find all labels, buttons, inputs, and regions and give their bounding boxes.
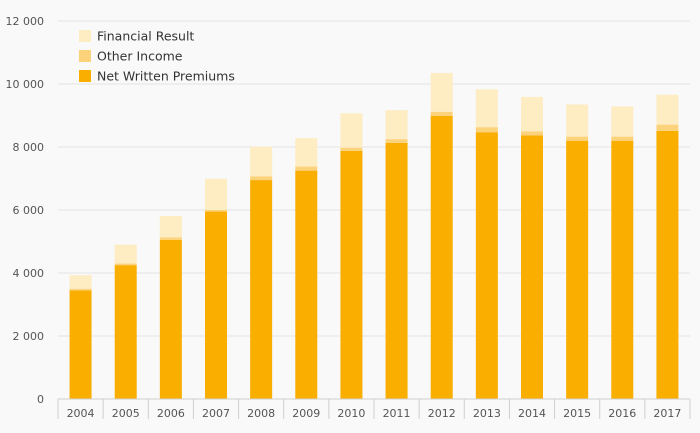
legend: Financial Result Other Income Net Written … [79,29,235,84]
bar-segment-financial-result [611,106,634,137]
bar-segment-financial-result [295,138,318,167]
bar-segment-net-written-premiums [611,140,634,399]
bar-segment-other-income [340,147,363,151]
bar-segment-financial-result [385,110,408,140]
bar-segment-net-written-premiums [159,239,182,399]
legend-swatch [79,70,91,82]
bar-segment-financial-result [250,146,273,177]
bar-segment-financial-result [430,72,453,112]
bar-segment-net-written-premiums [566,140,589,399]
bar-segment-other-income [114,263,137,266]
legend-label: Other Income [97,49,183,64]
bar-segment-net-written-premiums [205,211,227,399]
x-tick-label: 2006 [157,407,185,420]
x-tick-label: 2005 [112,407,140,420]
bar-segment-net-written-premiums [69,290,92,399]
x-tick-label: 2007 [202,407,230,420]
bar-segment-financial-result [159,215,182,238]
y-tick-label: 12 000 [6,15,45,28]
bar-segment-other-income [250,176,273,181]
bar-segment-other-income [430,111,453,116]
axes: 0 2 000 4 000 6 000 8 000 10 000 12 000 2004 200… [6,15,691,420]
y-tick-label: 0 [37,393,44,406]
bar-segment-net-written-premiums [250,180,273,399]
bars [69,72,679,399]
x-tick-label: 2011 [383,407,411,420]
x-tick-label: 2015 [563,407,591,420]
legend-label: Net Written Premiums [97,69,235,84]
bar-segment-net-written-premiums [385,142,408,399]
x-tick-label: 2013 [473,407,501,420]
y-tick-label: 6 000 [13,204,45,217]
bar-segment-other-income [521,131,543,136]
bar-segment-net-written-premiums [114,265,137,399]
x-tick-label: 2014 [518,407,546,420]
bar-segment-financial-result [340,113,363,148]
y-tick-label: 8 000 [13,141,45,154]
bar-segment-net-written-premiums [656,130,679,399]
x-tick-label: 2004 [67,407,95,420]
bar-segment-net-written-premiums [430,115,453,399]
bar-segment-other-income [385,139,408,143]
legend-label: Financial Result [97,29,194,44]
bar-segment-financial-result [69,275,92,289]
bar-segment-net-written-premiums [340,150,363,399]
y-tick-label: 2 000 [13,330,45,343]
bar-segment-other-income [69,288,92,291]
bar-segment-financial-result [521,96,543,132]
legend-swatch [79,30,91,42]
bar-segment-other-income [611,136,634,141]
bar-segment-financial-result [656,94,679,125]
bar-segment-net-written-premiums [475,132,498,399]
x-tick-label: 2009 [292,407,320,420]
bar-segment-other-income [656,124,679,131]
y-tick-label: 4 000 [13,267,45,280]
bar-segment-financial-result [205,178,227,210]
x-tick-label: 2016 [608,407,636,420]
bar-segment-other-income [159,237,182,240]
x-tick-label: 2010 [337,407,365,420]
bar-segment-financial-result [114,244,137,264]
bar-segment-net-written-premiums [521,135,543,399]
bar-segment-other-income [475,127,498,133]
bar-segment-net-written-premiums [295,170,318,399]
legend-swatch [79,50,91,62]
bar-segment-other-income [295,166,318,171]
x-tick-label: 2012 [428,407,456,420]
bar-segment-financial-result [566,104,589,137]
bar-segment-other-income [205,210,227,212]
x-tick-label: 2008 [247,407,275,420]
bar-segment-other-income [566,136,589,141]
bar-segment-financial-result [475,89,498,128]
y-tick-label: 10 000 [6,78,45,91]
x-tick-label: 2017 [653,407,681,420]
